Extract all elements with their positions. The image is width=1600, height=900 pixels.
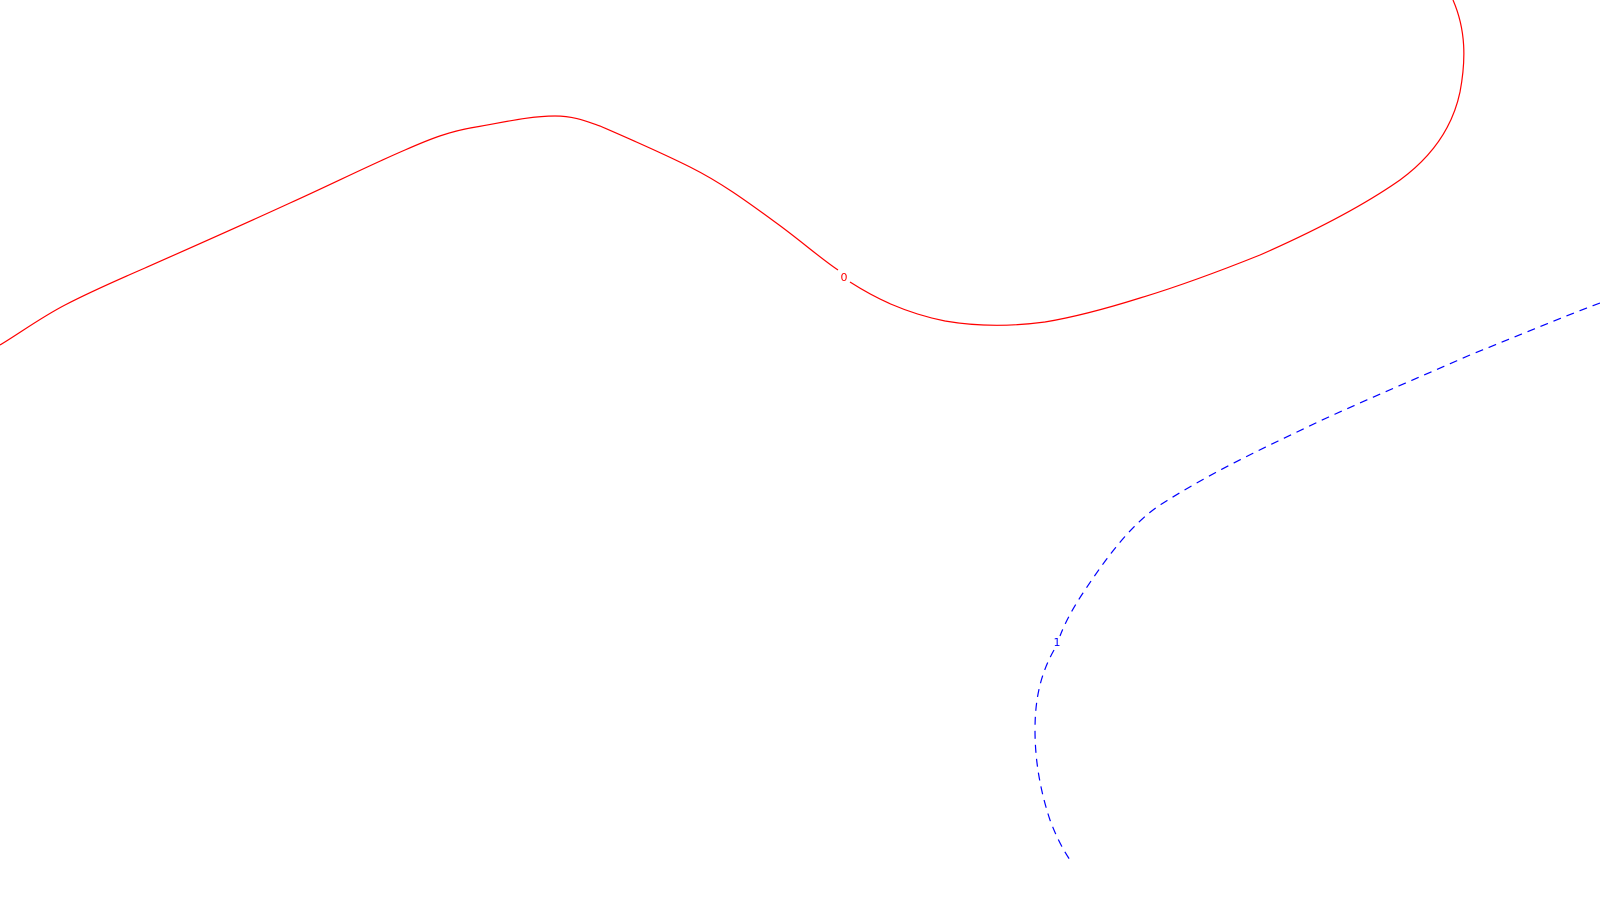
contour-line-1-continued bbox=[1034, 649, 1071, 861]
contour-label-1: 1 bbox=[1054, 636, 1061, 649]
contour-line-0 bbox=[0, 115, 839, 346]
contour-line-1 bbox=[1059, 302, 1600, 637]
contour-label-0: 0 bbox=[841, 271, 848, 284]
contour-line-0-continued bbox=[849, 0, 1465, 326]
